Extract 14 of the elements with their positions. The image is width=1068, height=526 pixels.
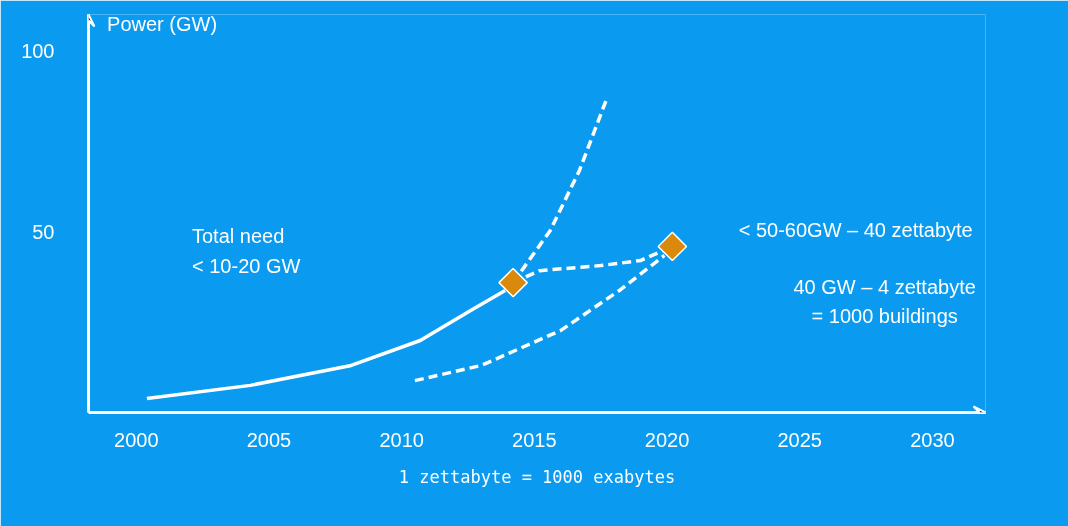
text: 1 zettabyte = 1000 exabytes (398, 466, 676, 487)
annotation: Total need < 10-20 GW (192, 225, 301, 278)
annotation: < 50-60GW – 40 zettabyte (738, 218, 973, 241)
x-tick-label: 2005 (246, 428, 292, 451)
x-tick-label: 2030 (910, 428, 955, 451)
x-tick-label: 2015 (512, 428, 557, 451)
annotation: 40 GW – 4 zettabyte = 1000 buildings (793, 275, 976, 328)
y-axis-title: Power (GW) (107, 12, 218, 35)
x-tick-label: 2020 (644, 428, 690, 451)
x-tick-label: 2010 (379, 428, 424, 451)
x-tick-label: 2025 (777, 428, 822, 451)
x-tick-label: 2000 (114, 428, 159, 451)
y-tick-label: 50 (32, 220, 55, 243)
y-tick-label: 100 (21, 39, 55, 62)
